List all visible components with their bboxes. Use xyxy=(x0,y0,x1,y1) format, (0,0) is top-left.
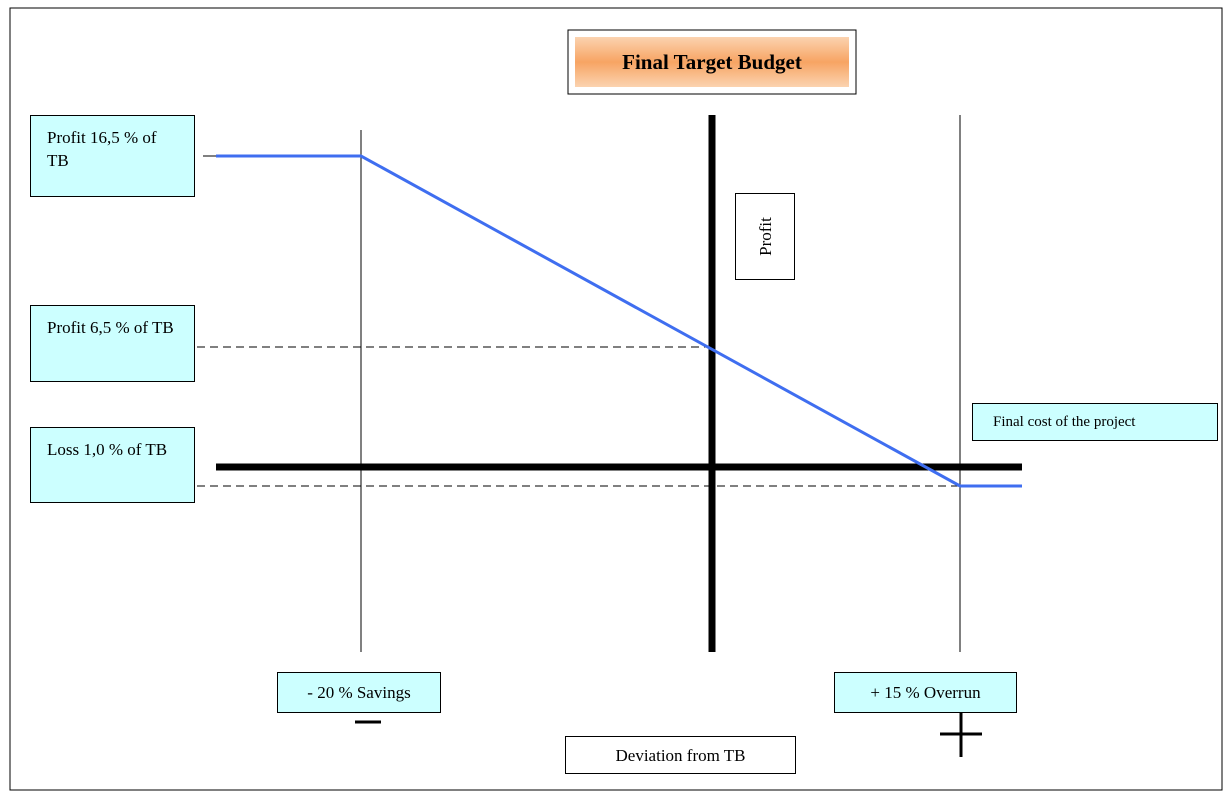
title-fill xyxy=(575,37,849,87)
level-label: Profit 16,5 % of TB xyxy=(30,115,195,197)
horizontal-axis-label: Final cost of the project xyxy=(972,403,1218,441)
level-label: Loss 1,0 % of TB xyxy=(30,427,195,503)
frame xyxy=(9,7,1223,791)
profit-curve xyxy=(216,154,1022,488)
deviation-label: + 15 % Overrun xyxy=(834,672,1017,713)
vertical-axis-label: Profit xyxy=(755,217,775,256)
deviation-label: - 20 % Savings xyxy=(277,672,441,713)
vertical-axis-label-box: Profit xyxy=(735,193,795,280)
level-label: Profit 6,5 % of TB xyxy=(30,305,195,382)
title: Final Target Budget xyxy=(622,49,802,74)
deviation-axis-label: Deviation from TB xyxy=(565,736,796,774)
